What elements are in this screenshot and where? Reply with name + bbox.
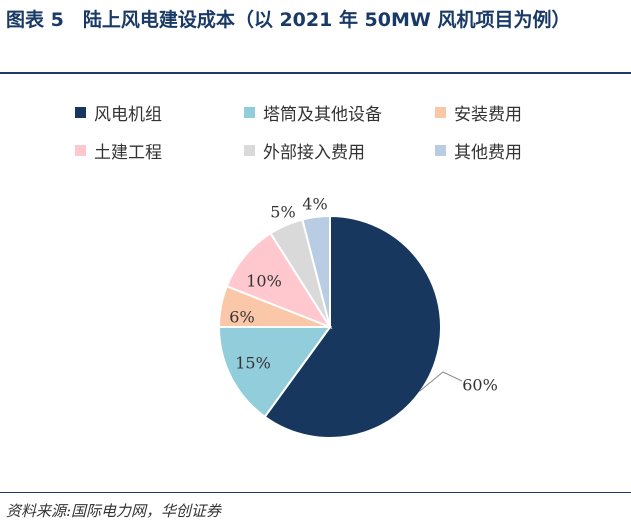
leader-line	[419, 371, 463, 392]
legend-swatch	[435, 107, 446, 118]
data-label: 60%	[462, 376, 498, 395]
legend-item: 安装费用	[435, 100, 522, 125]
data-label: 6%	[229, 308, 254, 327]
pie-slice	[263, 214, 443, 439]
legend-swatch	[75, 107, 86, 118]
legend-item: 塔筒及其他设备	[244, 100, 382, 125]
legend-label: 风电机组	[94, 105, 162, 125]
source-note: 资料来源:国际电力网，华创证券	[6, 502, 222, 520]
pie-slice	[301, 214, 331, 328]
legend-swatch	[435, 145, 446, 156]
legend-label: 其他费用	[454, 143, 522, 163]
chart-title: 图表 5 陆上风电建设成本（以 2021 年 50MW 风机项目为例）	[6, 9, 571, 31]
data-label: 4%	[302, 195, 327, 214]
data-label: 15%	[235, 354, 271, 373]
legend-item: 土建工程	[75, 138, 162, 163]
legend-swatch	[75, 145, 86, 156]
pie-slice	[217, 326, 332, 419]
legend-item: 其他费用	[435, 138, 522, 163]
data-label: 5%	[270, 203, 295, 222]
source-divider	[0, 492, 631, 493]
legend-label: 塔筒及其他设备	[263, 105, 382, 125]
legend-label: 土建工程	[94, 143, 162, 163]
legend-swatch	[244, 145, 255, 156]
title-divider	[0, 72, 631, 74]
legend-item: 外部接入费用	[244, 138, 365, 163]
data-label: 10%	[246, 272, 282, 291]
legend-item: 风电机组	[75, 100, 162, 125]
legend-swatch	[244, 107, 255, 118]
legend-label: 安装费用	[454, 105, 522, 125]
legend-label: 外部接入费用	[263, 143, 365, 163]
